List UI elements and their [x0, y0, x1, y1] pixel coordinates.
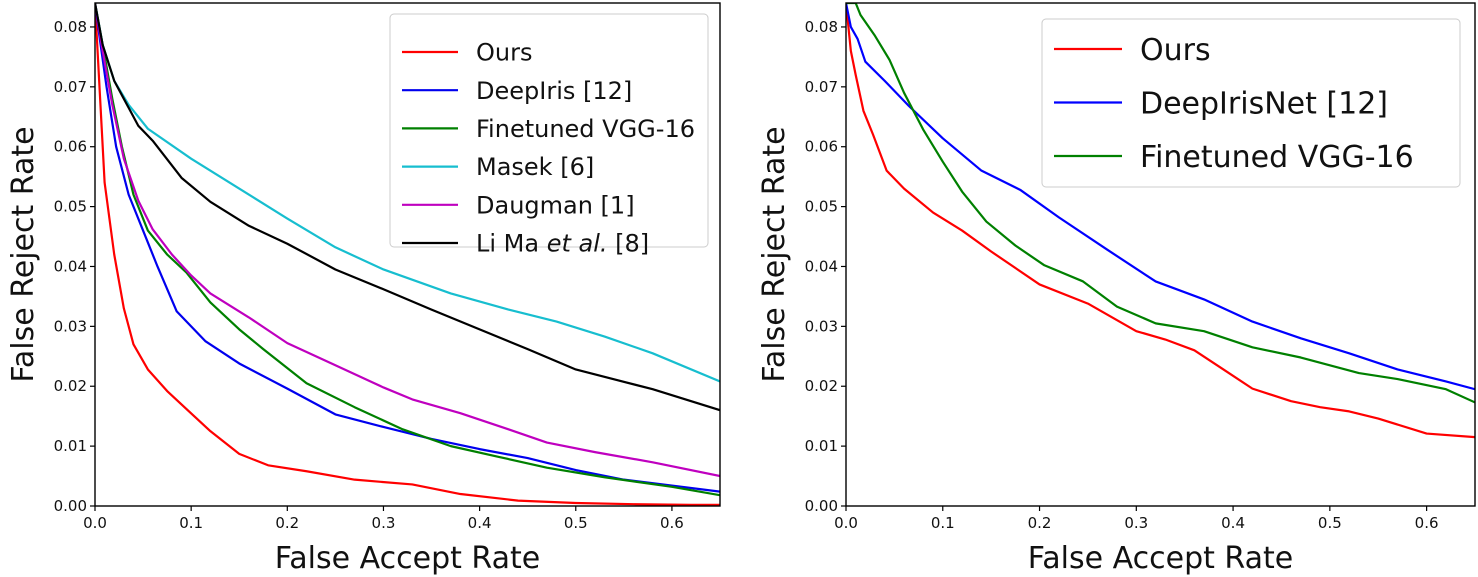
y-tick-label: 0.03: [54, 317, 87, 335]
y-tick-label: 0.08: [805, 18, 838, 36]
x-tick-label: 0.5: [564, 514, 588, 532]
x-tick-label: 0.5: [1318, 514, 1342, 532]
x-tick-label: 0.4: [1221, 514, 1245, 532]
series-line-ours: [846, 3, 1475, 439]
y-tick-label: 0.07: [805, 78, 838, 96]
y-axis-label: False Reject Rate: [6, 126, 41, 382]
x-tick-label: 0.1: [931, 514, 955, 532]
legend-entry: Daugman [1]: [476, 191, 635, 219]
legend-entry: DeepIrisNet [12]: [1140, 86, 1388, 121]
legend-label: Finetuned VGG-16: [476, 115, 695, 143]
y-tick-label: 0.04: [805, 257, 838, 275]
legend-label: Li Ma: [476, 230, 547, 258]
y-tick-label: 0.07: [54, 78, 87, 96]
series-line-finetuned-vgg-16: [846, 3, 1475, 404]
legend-label: Finetuned VGG-16: [1140, 140, 1414, 175]
legend-entry: Finetuned VGG-16: [476, 115, 695, 143]
y-tick-label: 0.04: [54, 257, 87, 275]
x-axis-label: False Accept Rate: [275, 541, 540, 576]
x-tick-label: 0.3: [1124, 514, 1148, 532]
y-tick-label: 0.05: [54, 198, 87, 216]
legend-label: DeepIrisNet [12]: [1140, 86, 1388, 121]
y-tick-label: 0.01: [805, 437, 838, 455]
legend-label: Masek [6]: [476, 153, 594, 181]
plot-area: [846, 3, 1475, 439]
legend: Ours DeepIris [12] Finetuned VGG-16 Masek […: [389, 13, 709, 258]
legend-label: Ours: [1140, 33, 1211, 68]
series-line-daugman-1: [95, 3, 720, 478]
y-tick-label: 0.08: [54, 18, 87, 36]
legend-label: Daugman [1]: [476, 191, 635, 219]
legend-entry: DeepIris [12]: [476, 77, 632, 105]
y-tick-label: 0.06: [54, 138, 87, 156]
x-axis-label: False Accept Rate: [1028, 541, 1293, 576]
y-tick-label: 0.00: [54, 497, 87, 515]
x-tick-label: 0.1: [179, 514, 203, 532]
x-tick-label: 0.6: [660, 514, 684, 532]
y-tick-label: 0.01: [54, 437, 87, 455]
y-tick-label: 0.06: [805, 138, 838, 156]
series-line-ours: [95, 3, 720, 506]
x-tick-label: 0.2: [1028, 514, 1052, 532]
y-tick-label: 0.00: [805, 497, 838, 515]
legend-label-suffix: [8]: [608, 230, 650, 258]
legend-entry: Masek [6]: [476, 153, 594, 181]
y-tick-label: 0.02: [54, 377, 87, 395]
x-tick-label: 0.6: [1415, 514, 1439, 532]
axes-frame: [94, 2, 721, 507]
y-axis-label: False Reject Rate: [757, 126, 792, 382]
x-tick-label: 0.3: [372, 514, 396, 532]
legend-entry: Ours: [1140, 33, 1211, 68]
legend-entry: Li Ma et al. [8]: [476, 230, 649, 258]
series-line-li-ma-et-al-8: [95, 3, 720, 412]
x-tick-label: 0.0: [83, 514, 107, 532]
legend-label-italic: et al.: [547, 230, 608, 258]
legend-frame: [1041, 18, 1461, 188]
series-line-deepiris-12: [95, 3, 720, 493]
y-tick-label: 0.05: [805, 198, 838, 216]
legend-label: DeepIris [12]: [476, 77, 632, 105]
x-tick-label: 0.2: [275, 514, 299, 532]
chart-2: 0.0 0.1 0.2 0.3 0.4 0.5 0.6 0.00 0.01 0.02 0.03 0.0…: [757, 2, 1476, 576]
axes-frame: [845, 2, 1476, 507]
legend-frame: [389, 13, 709, 248]
legend: Ours DeepIrisNet [12] Finetuned VGG-16: [1041, 18, 1461, 188]
y-tick-label: 0.03: [805, 317, 838, 335]
x-tick-label: 0.4: [468, 514, 492, 532]
series-line-deepirisnet-12: [846, 3, 1475, 391]
chart-1: 0.0 0.1 0.2 0.3 0.4 0.5 0.6 0.00 0.01 0.02 0.03 0.0…: [6, 2, 721, 576]
legend-entry: Ours: [476, 39, 532, 67]
legend-entry: Finetuned VGG-16: [1140, 140, 1414, 175]
y-tick-label: 0.02: [805, 377, 838, 395]
x-tick-label: 0.0: [834, 514, 858, 532]
plot-area: [95, 3, 720, 506]
legend-label: Ours: [476, 39, 532, 67]
